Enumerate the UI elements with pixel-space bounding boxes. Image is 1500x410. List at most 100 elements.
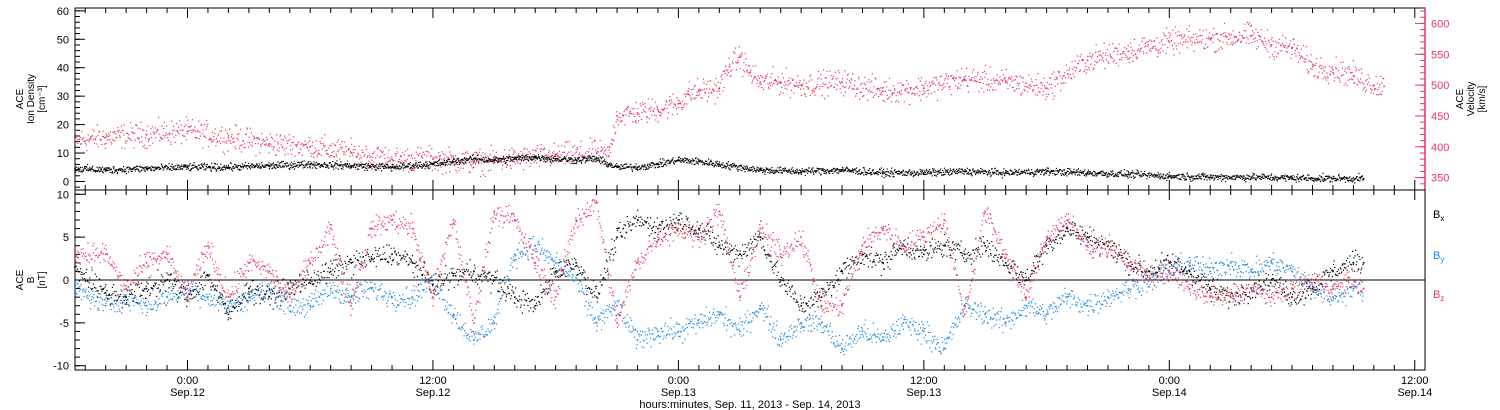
velocity-series-sample [235, 125, 238, 127]
density-series-sample [1122, 174, 1125, 176]
velocity-series-sample [830, 84, 833, 86]
velocity-series-sample [1090, 57, 1093, 59]
velocity-series-sample [1249, 22, 1251, 24]
velocity-series-sample [601, 148, 604, 150]
velocity-series-sample [711, 89, 714, 91]
velocity-series-sample [225, 129, 227, 131]
velocity-series-sample [1074, 60, 1076, 62]
density-series-sample [781, 172, 783, 174]
velocity-series-sample [612, 139, 614, 142]
velocity-series-sample [1034, 85, 1036, 87]
velocity-series-sample [841, 78, 844, 80]
velocity-series-sample [291, 141, 293, 144]
density-series-sample [552, 157, 554, 159]
density-series-sample [158, 166, 160, 168]
density-series-sample [838, 169, 840, 171]
density-series-sample [956, 170, 958, 173]
density-series-sample [669, 163, 671, 165]
velocity-series-sample [1239, 34, 1241, 36]
velocity-series-sample [599, 160, 601, 162]
density-series-sample [448, 163, 450, 165]
density-series-sample [551, 154, 553, 157]
velocity-series-sample [936, 79, 938, 81]
velocity-series-sample [1162, 44, 1164, 46]
velocity-series-sample [456, 163, 459, 166]
density-series-sample [631, 170, 634, 172]
density-series-sample [320, 165, 322, 167]
velocity-series-sample [250, 144, 252, 146]
velocity-series-sample [1370, 92, 1372, 94]
velocity-series-sample [172, 125, 175, 127]
velocity-series-sample [1147, 44, 1149, 46]
velocity-series-sample [837, 77, 839, 79]
density-series-sample [746, 166, 748, 168]
density-series-sample [795, 171, 797, 173]
velocity-series-sample [710, 91, 712, 93]
axis-label-line: Velocity [1466, 82, 1477, 116]
density-series-sample [246, 165, 248, 167]
density-series-sample [715, 162, 717, 164]
density-series-sample [844, 169, 846, 172]
velocity-series-sample [1137, 48, 1140, 50]
y-tick-label: 450 [1431, 111, 1449, 123]
velocity-series-sample [505, 166, 507, 169]
density-series-sample [765, 169, 767, 171]
velocity-series-sample [245, 133, 247, 135]
velocity-series-sample [533, 157, 535, 159]
velocity-series-sample [1240, 41, 1242, 43]
velocity-series-sample [1242, 37, 1244, 39]
velocity-series-sample [1217, 38, 1219, 40]
velocity-series-sample [657, 121, 659, 123]
density-series-sample [280, 162, 282, 164]
velocity-series-sample [784, 81, 786, 83]
density-series-sample [537, 154, 540, 156]
density-series-sample [821, 168, 824, 171]
density-series-sample [1030, 171, 1032, 174]
density-series-sample [368, 165, 370, 167]
velocity-series-sample [797, 75, 799, 77]
density-series-sample [591, 158, 593, 160]
density-series-sample [332, 160, 334, 163]
velocity-series-sample [277, 143, 279, 145]
density-series-sample [676, 159, 679, 162]
velocity-series-sample [1351, 71, 1353, 74]
velocity-series-sample [482, 152, 484, 154]
velocity-series-sample [210, 138, 212, 140]
velocity-series-sample [1294, 49, 1297, 52]
velocity-series-sample [1168, 31, 1170, 34]
velocity-series-sample [1272, 40, 1274, 42]
velocity-series-sample [306, 147, 309, 149]
density-series-sample [533, 158, 535, 160]
velocity-series-sample [706, 100, 708, 102]
density-series-sample [968, 168, 970, 171]
velocity-series-sample [131, 127, 133, 129]
density-series-sample [192, 164, 194, 166]
velocity-series-sample [336, 155, 338, 157]
velocity-series-sample [1100, 55, 1102, 57]
velocity-series-sample [918, 95, 920, 97]
density-series-sample [619, 166, 621, 168]
velocity-series-sample [333, 155, 336, 158]
density-series-sample [366, 168, 368, 170]
velocity-series-sample [1068, 69, 1070, 71]
density-series-sample [1035, 170, 1037, 172]
density-series-sample [744, 166, 747, 168]
density-series-sample [535, 157, 537, 159]
density-series-sample [443, 159, 445, 161]
density-series-sample [185, 166, 187, 168]
density-series-sample [346, 163, 348, 166]
density-series-sample [586, 159, 588, 161]
density-series-sample [330, 164, 333, 166]
density-series-sample [731, 166, 734, 168]
velocity-series-sample [938, 83, 940, 85]
density-series-sample [991, 171, 994, 173]
velocity-series-sample [585, 160, 588, 162]
velocity-series-sample [939, 76, 941, 78]
velocity-series-sample [802, 83, 804, 85]
density-series-sample [1127, 171, 1130, 173]
density-series-sample [583, 157, 585, 160]
density-series-sample [835, 169, 837, 171]
velocity-series-sample [581, 154, 584, 156]
density-series-sample [307, 167, 309, 169]
velocity-series-sample [542, 149, 544, 151]
